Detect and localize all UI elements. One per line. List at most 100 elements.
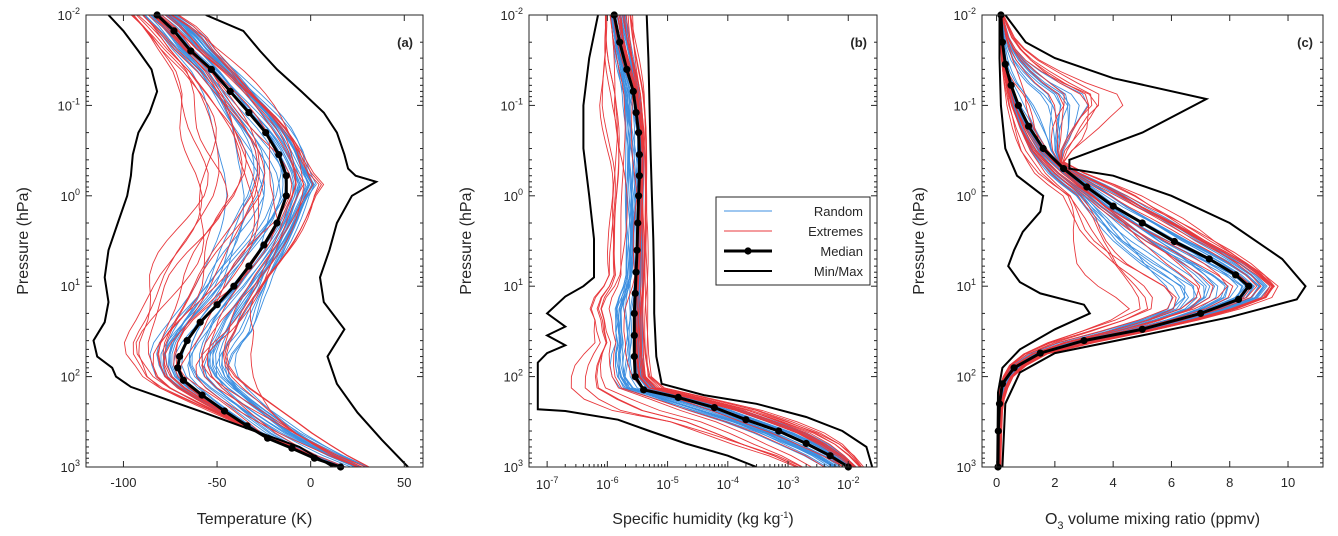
x-tick-label: 6 bbox=[1168, 475, 1175, 490]
extreme-profile-line bbox=[997, 15, 1141, 467]
x-tick-label: -50 bbox=[208, 475, 227, 490]
extreme-profile-line bbox=[622, 15, 857, 467]
median-point bbox=[1232, 271, 1240, 279]
median-point bbox=[1060, 165, 1068, 173]
median-point bbox=[775, 427, 783, 435]
median-point bbox=[230, 282, 238, 290]
median-point bbox=[179, 376, 187, 384]
median-point bbox=[629, 87, 637, 95]
x-tick-label: 50 bbox=[397, 475, 411, 490]
extreme-profile-line bbox=[997, 15, 1229, 467]
median-point bbox=[631, 373, 639, 381]
legend-box bbox=[715, 196, 871, 286]
random-profile-line bbox=[997, 15, 1186, 467]
x-tick-label: 10-3 bbox=[777, 475, 799, 492]
median-point bbox=[196, 318, 204, 326]
extreme-profile-line bbox=[999, 15, 1275, 467]
extreme-profile-line bbox=[630, 15, 865, 467]
y-tick-label: 10-2 bbox=[58, 6, 80, 23]
random-profile-line bbox=[611, 15, 835, 467]
median-point bbox=[994, 427, 1002, 435]
max-line bbox=[205, 15, 409, 467]
y-axis-label: Pressure (hPa) bbox=[458, 187, 475, 295]
min-line bbox=[536, 15, 757, 467]
median-point bbox=[674, 393, 682, 401]
median-point bbox=[1197, 309, 1205, 317]
extreme-profile-line bbox=[584, 15, 797, 467]
median-point bbox=[310, 454, 318, 462]
random-profile-line bbox=[997, 15, 1254, 467]
median-point bbox=[198, 391, 206, 399]
legend-marker bbox=[744, 247, 752, 255]
random-profile-line bbox=[165, 15, 357, 467]
y-axis-label: Pressure (hPa) bbox=[911, 187, 928, 295]
median-point bbox=[635, 151, 644, 159]
extreme-profile-line bbox=[158, 15, 342, 467]
x-tick-label: 10 bbox=[1281, 475, 1295, 490]
median-point bbox=[245, 262, 253, 270]
median-point bbox=[1001, 60, 1009, 68]
y-tick-label: 10-1 bbox=[58, 96, 80, 113]
max-line bbox=[1001, 15, 1307, 467]
legend-entry: Median bbox=[820, 244, 863, 259]
y-tick-label: 103 bbox=[61, 458, 80, 475]
median-point bbox=[220, 407, 229, 415]
median-point bbox=[995, 400, 1004, 408]
y-tick-label: 103 bbox=[957, 458, 976, 475]
plot-area bbox=[536, 15, 874, 467]
median-point bbox=[998, 38, 1007, 46]
extreme-profile-line bbox=[608, 15, 825, 467]
extreme-profile-line bbox=[123, 15, 337, 467]
median-point bbox=[275, 151, 283, 159]
x-axis-label: O3 volume mixing ratio (ppmv) bbox=[1045, 511, 1260, 532]
median-point bbox=[998, 380, 1007, 388]
x-axis-label: Temperature (K) bbox=[197, 511, 313, 528]
median-point bbox=[631, 289, 639, 297]
x-axis-label: Specific humidity (kg kg-1) bbox=[612, 510, 793, 528]
median-point bbox=[1109, 202, 1117, 210]
extreme-profile-line bbox=[178, 15, 369, 467]
median-point bbox=[213, 301, 221, 309]
median-point bbox=[640, 386, 648, 394]
plot-area bbox=[996, 15, 1307, 467]
extreme-profile-line bbox=[570, 15, 803, 467]
median-point bbox=[635, 172, 644, 180]
x-tick-label: 10-4 bbox=[717, 475, 739, 492]
median-point bbox=[1025, 122, 1033, 130]
extreme-profile-line bbox=[998, 15, 1258, 467]
median-point bbox=[288, 444, 296, 452]
median-point bbox=[207, 65, 215, 73]
y-tick-label: 100 bbox=[957, 187, 976, 204]
max-line bbox=[645, 15, 874, 467]
panel-c: 10-2 10-1 100 101 102 103 0 2 4 6 8 10 O3 volume mix… bbox=[911, 6, 1324, 532]
median-point bbox=[245, 109, 253, 117]
legend: Random Extremes Median Min/Max bbox=[715, 196, 871, 286]
x-tick-label: 10-6 bbox=[596, 475, 618, 492]
median-point bbox=[1245, 282, 1253, 290]
median-point bbox=[1014, 101, 1023, 109]
median-point bbox=[170, 27, 178, 35]
median-point bbox=[742, 416, 750, 424]
panel-b: 10-2 10-1 100 101 102 103 10-7 10-6 10-5 10-4 10-3… bbox=[458, 6, 878, 528]
median-point bbox=[273, 219, 281, 227]
x-tick-label: 2 bbox=[1051, 475, 1058, 490]
extreme-profile-line bbox=[997, 15, 1149, 467]
axes-box bbox=[85, 14, 424, 468]
median-point bbox=[187, 47, 195, 55]
median-point bbox=[1007, 81, 1015, 89]
y-tick-label: 10-1 bbox=[501, 96, 523, 113]
axes-box bbox=[981, 14, 1324, 468]
median-point bbox=[262, 129, 270, 137]
panel-label: (b) bbox=[850, 35, 867, 50]
median-point bbox=[630, 352, 638, 361]
median-point bbox=[623, 65, 631, 73]
median-point bbox=[1234, 295, 1243, 303]
median-point bbox=[1036, 349, 1044, 357]
random-profile-line bbox=[997, 15, 1190, 467]
random-profile-line bbox=[998, 15, 1260, 467]
y-tick-label: 100 bbox=[504, 187, 523, 204]
x-tick-label: 4 bbox=[1110, 475, 1117, 490]
y-tick-label: 102 bbox=[504, 368, 523, 385]
extreme-profile-line bbox=[1000, 15, 1275, 467]
x-tick-label: 10-7 bbox=[536, 475, 558, 492]
